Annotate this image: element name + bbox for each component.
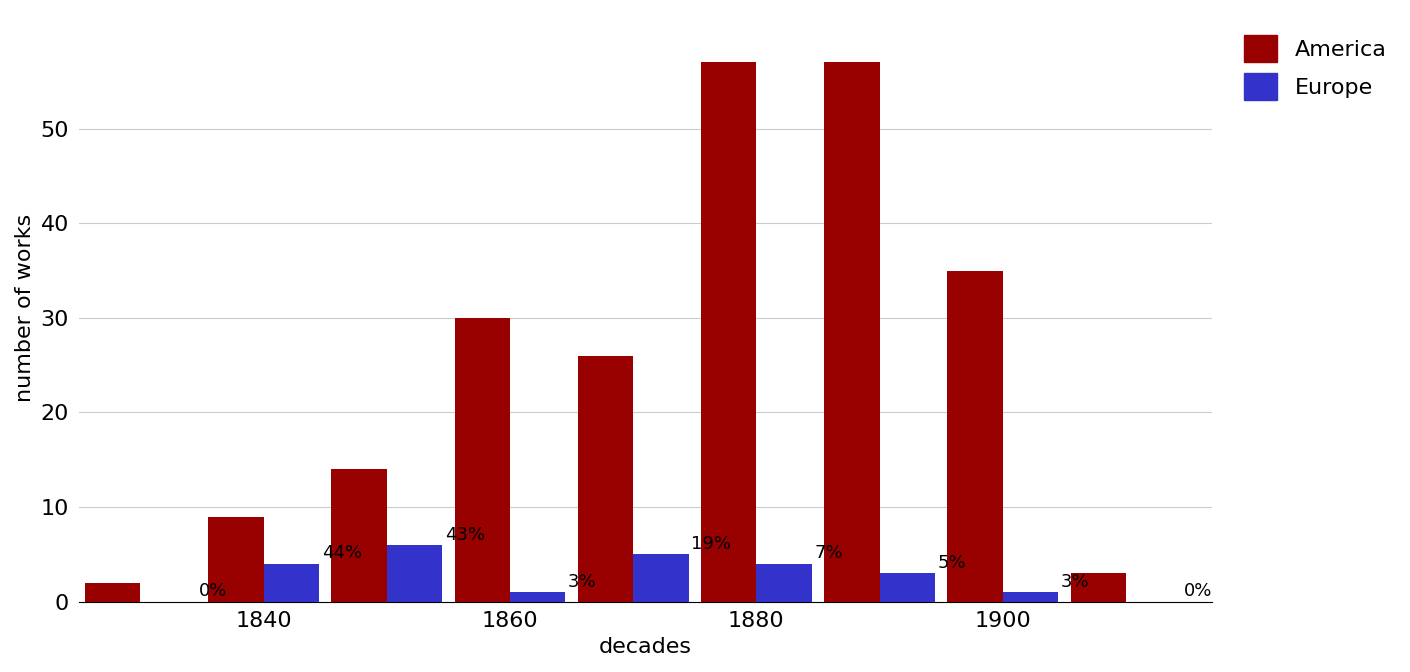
Legend: America, Europe: America, Europe: [1235, 26, 1396, 110]
Text: 3%: 3%: [568, 573, 596, 591]
Bar: [454, 318, 510, 601]
Text: 0%: 0%: [199, 583, 227, 600]
Text: 43%: 43%: [446, 526, 485, 544]
Y-axis label: number of works: number of works: [16, 214, 35, 403]
Bar: [578, 355, 633, 601]
Bar: [85, 583, 141, 601]
Bar: [331, 469, 386, 601]
Bar: [756, 564, 812, 601]
Bar: [264, 564, 319, 601]
Bar: [1070, 573, 1127, 601]
Bar: [948, 271, 1003, 601]
Bar: [209, 517, 264, 601]
X-axis label: decades: decades: [599, 637, 692, 657]
Text: 44%: 44%: [321, 544, 362, 562]
Bar: [1003, 592, 1058, 601]
Text: 3%: 3%: [1060, 573, 1090, 591]
Bar: [880, 573, 935, 601]
Bar: [823, 62, 880, 601]
Text: 0%: 0%: [1184, 583, 1213, 600]
Bar: [386, 545, 443, 601]
Bar: [510, 592, 565, 601]
Bar: [633, 554, 688, 601]
Bar: [701, 62, 756, 601]
Text: 7%: 7%: [815, 544, 843, 562]
Text: 19%: 19%: [691, 535, 732, 553]
Text: 5%: 5%: [938, 554, 966, 572]
